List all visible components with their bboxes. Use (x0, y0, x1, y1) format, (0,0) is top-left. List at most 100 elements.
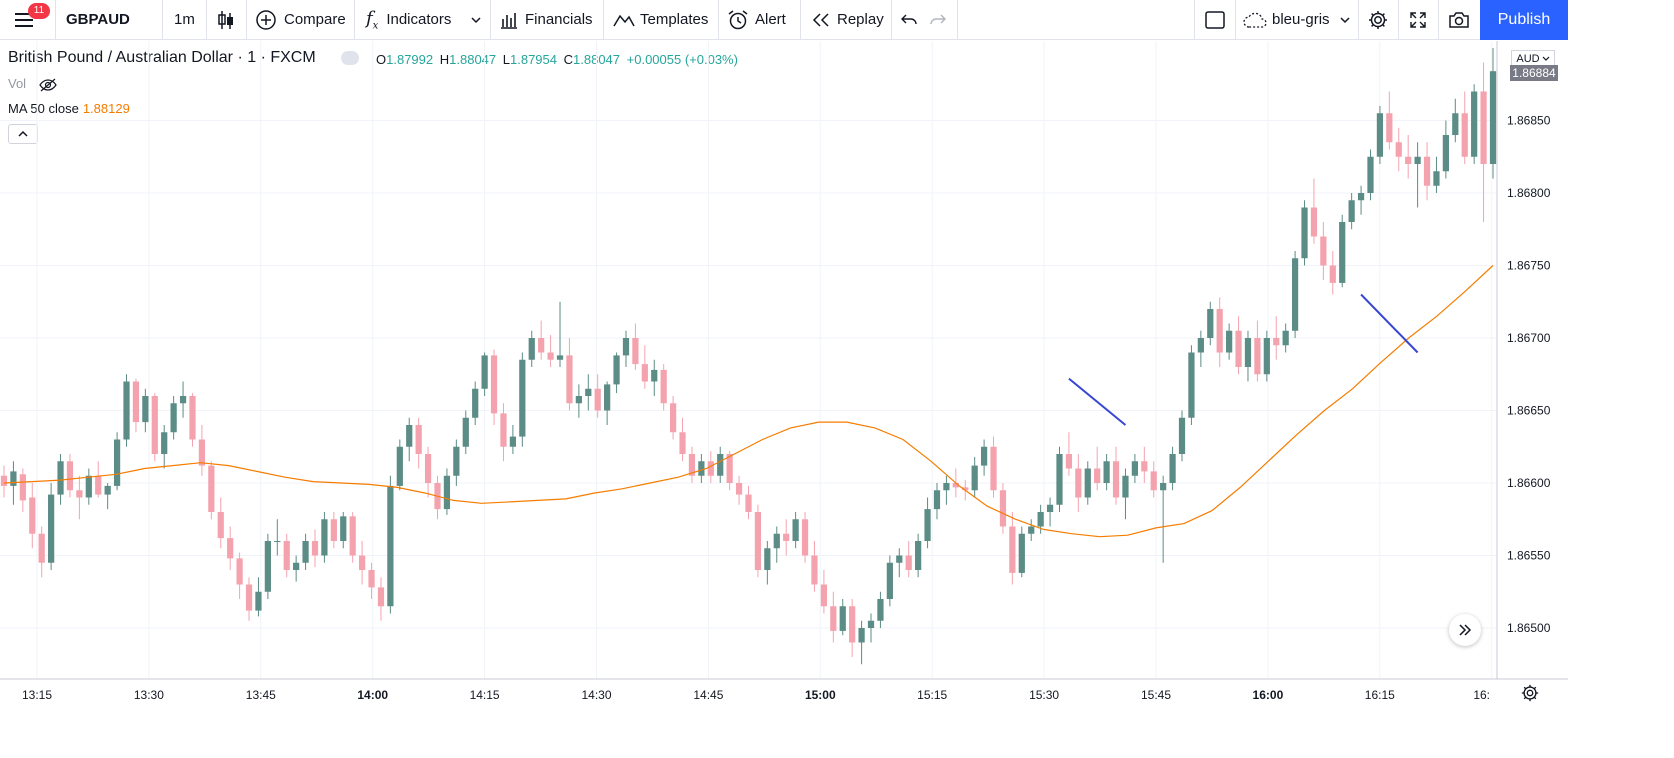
candle-body (801, 519, 809, 556)
candle-body (1357, 193, 1365, 201)
time-scale[interactable]: 13:15 13:30 13:45 14:00 14:15 14:30 14:45 15:00… (22, 688, 1490, 702)
layout-name-button[interactable]: bleu-gris (1242, 0, 1330, 39)
drawings[interactable] (1068, 293, 1419, 426)
ma-legend[interactable]: MA 50 close 1.88129 (8, 101, 130, 116)
candle (830, 591, 837, 643)
trendline-drawing[interactable] (1068, 377, 1127, 426)
candle (896, 548, 903, 578)
candle-body (302, 541, 309, 563)
candle-body (867, 620, 875, 628)
candle (679, 417, 686, 462)
layout-menu-dropdown[interactable] (1339, 0, 1351, 39)
ma-line (3, 265, 1494, 538)
candle-body (142, 396, 149, 423)
camera-icon (1449, 11, 1469, 28)
candle (575, 384, 582, 418)
candle (85, 468, 92, 505)
indicators-button[interactable]: fx Indicators (366, 0, 451, 39)
candle (1141, 446, 1148, 483)
candle (943, 475, 950, 505)
indicators-dropdown[interactable] (470, 0, 482, 39)
chart-type-button[interactable] (216, 0, 236, 39)
price-chart[interactable]: 1.86500 1.86550 1.86600 1.86650 1.86700 1.867… (0, 41, 1568, 710)
candle-body (858, 628, 865, 643)
candle-body (1131, 461, 1138, 476)
alert-button[interactable]: Alert (727, 0, 786, 39)
interval-button[interactable]: 1m (174, 11, 195, 28)
candle (622, 330, 630, 367)
candle (1160, 475, 1167, 563)
candle-body (1405, 156, 1412, 164)
candle (1282, 323, 1289, 353)
high-key: H (439, 52, 450, 67)
time-tick-label: 16:00 (1253, 688, 1284, 702)
candle (1235, 316, 1242, 375)
candle (189, 393, 196, 447)
layout-select-button[interactable] (1204, 0, 1226, 39)
undo-button[interactable] (900, 0, 918, 39)
candle-body (274, 541, 281, 542)
candle (151, 393, 158, 462)
candle (556, 301, 564, 367)
symbol-search-button[interactable]: GBPAUD (66, 11, 130, 28)
financials-button[interactable]: Financials (499, 0, 593, 39)
candle-body (1273, 338, 1280, 346)
scroll-to-realtime-button[interactable] (1449, 614, 1481, 646)
fx-icon: fx (366, 7, 379, 32)
volume-legend[interactable]: Vol (8, 76, 58, 92)
currency-button[interactable]: AUD (1511, 50, 1555, 68)
time-tick-label: 15:15 (917, 688, 947, 702)
candle (406, 417, 413, 462)
time-tick-label: 15:00 (805, 688, 836, 702)
candle (1056, 446, 1063, 512)
candle (453, 439, 460, 486)
trendline-drawing[interactable] (1360, 293, 1419, 354)
candle (839, 599, 846, 636)
candle-body (1263, 338, 1270, 375)
candle-body (330, 519, 337, 541)
candle-body (1235, 330, 1242, 367)
candle-body (839, 606, 846, 631)
candle (245, 577, 253, 621)
candle-body (1084, 468, 1091, 498)
candle (1131, 454, 1138, 483)
scale-settings-button[interactable] (1520, 683, 1540, 708)
candle (688, 446, 696, 483)
hidden-eye-icon[interactable] (38, 78, 58, 92)
candle (1301, 200, 1308, 266)
candle-body (519, 359, 526, 437)
candle-body (811, 555, 818, 585)
snapshot-button[interactable] (1447, 0, 1471, 39)
candle (783, 519, 790, 556)
candle (641, 345, 648, 389)
candle-body (283, 541, 290, 570)
candle (321, 512, 328, 563)
candle-body (1291, 258, 1299, 331)
layout-name-label: bleu-gris (1272, 11, 1330, 28)
candle-body (245, 584, 253, 611)
candle (1367, 149, 1374, 201)
publish-button[interactable]: Publish (1480, 0, 1568, 40)
price-scale[interactable]: 1.86500 1.86550 1.86600 1.86650 1.86700 1.867… (1507, 114, 1551, 636)
redo-button[interactable] (929, 0, 947, 39)
templates-button[interactable]: Templates (613, 0, 708, 39)
fullscreen-button[interactable] (1408, 0, 1428, 39)
candle-body (1141, 461, 1148, 472)
candle (161, 425, 168, 469)
open-value: 1.87992 (386, 52, 434, 67)
candle-body (933, 490, 941, 510)
candle-body (396, 446, 403, 486)
replay-button[interactable]: Replay (811, 0, 884, 39)
candle-body (1160, 483, 1167, 491)
candle-body (915, 541, 922, 570)
candle (340, 512, 347, 549)
candle-body (349, 516, 356, 556)
candle-body (1414, 156, 1421, 164)
settings-button[interactable] (1367, 0, 1389, 39)
candle (660, 364, 667, 411)
compare-button[interactable]: Compare (255, 0, 346, 39)
candle (264, 533, 271, 599)
candle (1122, 468, 1129, 520)
candle (76, 475, 83, 520)
candle (255, 577, 262, 617)
